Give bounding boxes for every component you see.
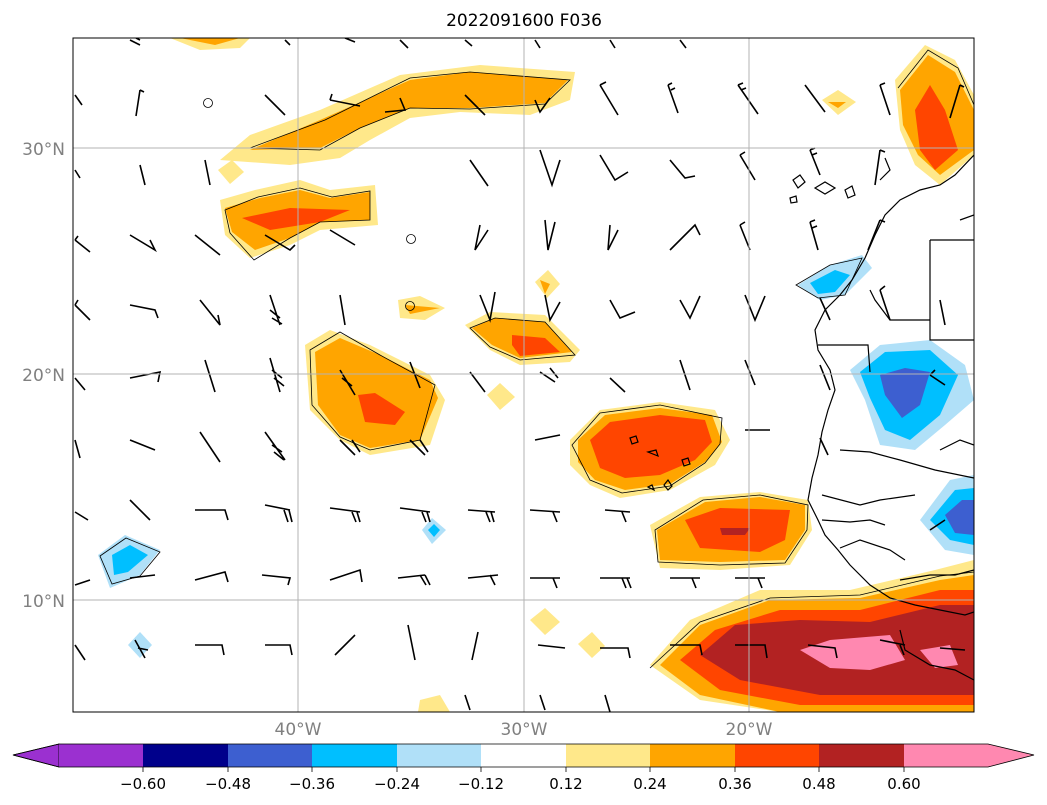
colorbar-tick: 0.48	[802, 775, 835, 793]
positive-anomaly-south-band	[530, 560, 974, 712]
positive-anomaly-13n	[650, 492, 812, 570]
colorbar-tick: 0.60	[887, 775, 920, 793]
positive-anomaly-north-band	[170, 38, 575, 165]
colorbar-bin	[397, 744, 482, 767]
colorbar-bin	[59, 744, 144, 767]
colorbar-bin	[481, 744, 566, 767]
colorbar-tick: 0.36	[718, 775, 751, 793]
lon-label-30w: 30°W	[501, 720, 548, 740]
colorbar-tick: −0.12	[458, 775, 504, 793]
lat-label-10n: 10°N	[22, 592, 65, 612]
colorbar-bin	[312, 744, 397, 767]
lat-label-20n: 20°N	[22, 366, 65, 386]
colorbar: −0.60 −0.48 −0.36 −0.24 −0.12 0.12 0.24 …	[12, 743, 1035, 793]
colorbar-tick: 0.12	[549, 775, 582, 793]
lon-label-20w: 20°W	[726, 720, 773, 740]
positive-anomaly-northeast	[822, 45, 974, 185]
colorbar-bin	[143, 744, 228, 767]
contour-lines	[99, 49, 974, 669]
colorbar-bin	[650, 744, 735, 767]
colorbar-extend-high	[904, 744, 1034, 767]
colorbar-tick: −0.36	[289, 775, 335, 793]
negative-anomaly-west	[98, 518, 446, 658]
colorbar-bin	[735, 744, 820, 767]
lat-label-30n: 30°N	[22, 140, 65, 160]
negative-anomaly-east	[798, 255, 974, 555]
colorbar-tick: −0.60	[120, 775, 166, 793]
colorbar-tick: −0.48	[205, 775, 251, 793]
coastlines	[629, 154, 974, 681]
map-title: 2022091600 F036	[446, 11, 602, 31]
map-frame	[72, 37, 975, 713]
positive-anomaly-20n	[305, 270, 560, 712]
wind-barbs	[74, 38, 966, 712]
positive-anomaly-17n	[570, 402, 730, 498]
colorbar-bin	[819, 744, 904, 767]
colorbar-bin	[228, 744, 313, 767]
gridlines	[73, 38, 974, 712]
lon-label-40w: 40°W	[275, 720, 322, 740]
colorbar-bin	[566, 744, 651, 767]
colorbar-tick: 0.24	[633, 775, 666, 793]
colorbar-tick: −0.24	[374, 775, 420, 793]
positive-anomaly-22n	[465, 312, 580, 365]
anomaly-fields	[74, 38, 974, 712]
colorbar-extend-low	[12, 743, 60, 768]
